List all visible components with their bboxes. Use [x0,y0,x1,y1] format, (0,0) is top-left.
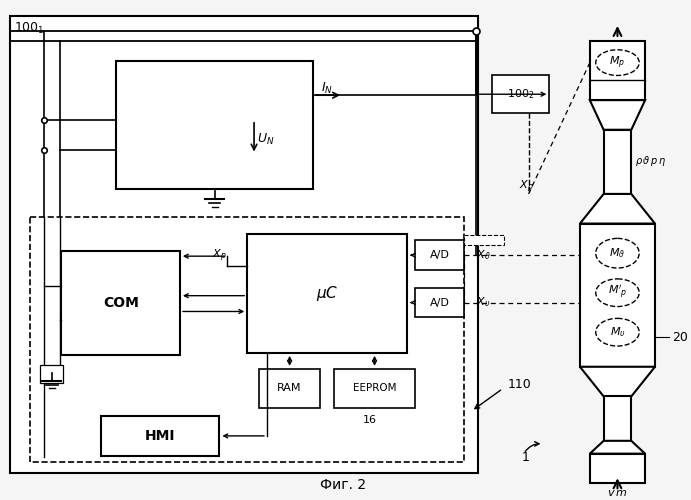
Polygon shape [580,367,655,396]
Text: HMI: HMI [145,429,176,443]
Bar [580,224,655,367]
Bar [334,368,415,408]
Text: $M_p$: $M_p$ [609,54,625,71]
Polygon shape [580,194,655,224]
Text: $\mu C$: $\mu C$ [316,284,339,303]
Text: $100_2$: $100_2$ [507,88,534,101]
Text: 1: 1 [522,451,529,464]
Text: $\rho\,\vartheta\,p\,\eta$: $\rho\,\vartheta\,p\,\eta$ [635,154,666,168]
Text: $v\,m$: $v\,m$ [607,488,627,498]
Bar [492,76,549,113]
Bar [116,60,313,189]
Bar [604,130,632,194]
Text: A/D: A/D [430,298,450,308]
Bar [590,41,645,100]
Bar [247,234,407,353]
Text: 110: 110 [508,378,531,391]
Text: $X_\vartheta$: $X_\vartheta$ [476,248,491,262]
Bar [10,16,478,473]
Bar [101,416,220,456]
Text: COM: COM [103,296,139,310]
Text: EEPROM: EEPROM [353,384,396,394]
Bar [415,288,464,318]
Text: $X_\upsilon$: $X_\upsilon$ [476,296,491,310]
Bar [40,365,64,382]
Text: $M_\vartheta$: $M_\vartheta$ [609,246,625,260]
Text: $M'_p$: $M'_p$ [607,284,627,302]
Bar [61,251,180,355]
Bar [604,396,632,441]
Bar [415,240,464,270]
Text: $100_1$: $100_1$ [14,21,45,36]
Text: $U_N$: $U_N$ [257,132,274,147]
Bar [30,216,464,462]
Polygon shape [590,441,645,454]
Text: Фиг. 2: Фиг. 2 [320,478,366,492]
Text: 16: 16 [363,415,377,425]
Bar [590,454,645,484]
Text: A/D: A/D [430,250,450,260]
Text: $X_p$: $X_p$ [519,179,534,195]
Text: $M_\upsilon$: $M_\upsilon$ [609,326,625,339]
Text: RAM: RAM [277,384,302,394]
Bar [464,236,504,246]
Text: 20: 20 [672,330,688,344]
Bar [259,368,320,408]
Text: $X_p$: $X_p$ [212,248,227,264]
Polygon shape [590,100,645,130]
Text: $I_N$: $I_N$ [321,80,333,96]
